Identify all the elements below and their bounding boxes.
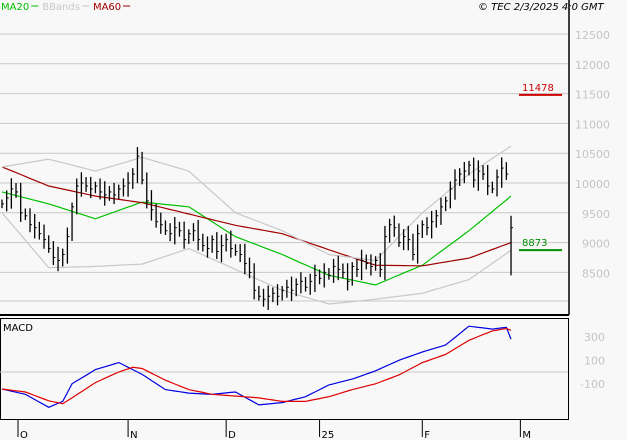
price-marker-label: 8873 — [522, 238, 547, 249]
series-line-ma20 — [1, 191, 512, 286]
copyright-timestamp: © TEC 2/3/2025 4:0 GMT — [478, 2, 605, 13]
legend-label-ma60: MA60 — [93, 2, 121, 13]
price-marker-label: 11478 — [522, 83, 554, 94]
x-tick-label: O — [20, 430, 28, 440]
macd-y-tick-label: 100 — [584, 354, 605, 367]
series-line-bbands-lower — [1, 212, 512, 305]
macd-frame — [0, 318, 569, 420]
x-tick-label: F — [424, 430, 430, 440]
y-tick-label: 11500 — [575, 89, 610, 102]
macd-panel: MACD 300 100 -100 O N D 25 F M — [0, 318, 605, 440]
x-tick-label: D — [228, 430, 236, 440]
macd-signal-line — [1, 327, 512, 405]
y-tick-label: 11000 — [575, 118, 610, 131]
y-tick-label: 12500 — [575, 29, 610, 42]
y-tick-label: 9000 — [582, 238, 610, 251]
y-tick-label: 9500 — [582, 208, 610, 221]
series-line-bbands-upper — [1, 145, 512, 262]
macd-y-tick-label: 300 — [584, 331, 605, 344]
macd-y-tick-label: -100 — [580, 378, 605, 391]
x-tick-label: 25 — [322, 430, 335, 440]
x-tick-label: M — [522, 430, 531, 440]
y-tick-label: 10000 — [575, 178, 610, 191]
y-tick-label: 8500 — [582, 267, 610, 280]
chart-header: MA20 BBands MA60 © TEC 2/3/2025 4:0 GMT — [1, 2, 605, 13]
x-tick-label: N — [130, 430, 137, 440]
macd-title: MACD — [3, 323, 33, 334]
legend-label-ma20: MA20 — [1, 2, 29, 13]
y-tick-label: 12000 — [575, 59, 610, 72]
price-panel: 8500 9000 9500 10000 10500 11000 11500 12000 125… — [0, 0, 610, 316]
y-tick-label: 10500 — [575, 148, 610, 161]
macd-line — [1, 325, 512, 408]
series-line-ma60 — [1, 166, 512, 267]
legend-label-bbands: BBands — [42, 2, 80, 13]
